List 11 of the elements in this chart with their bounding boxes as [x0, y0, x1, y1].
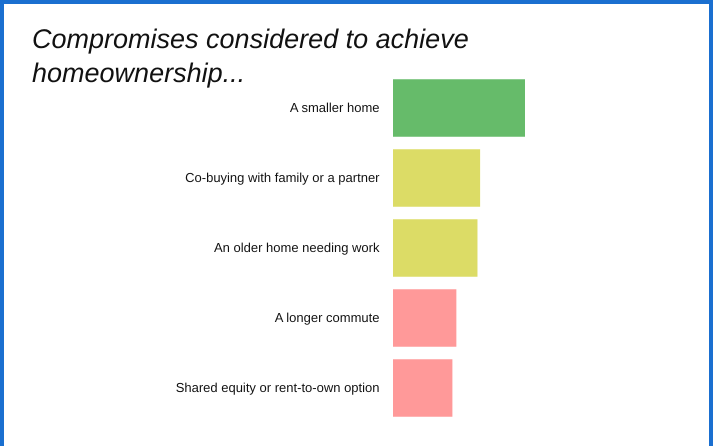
bar: [393, 289, 456, 347]
bar: [393, 219, 478, 277]
bar: [393, 149, 480, 207]
chart-title: Compromises considered to achieve homeownership...: [32, 23, 470, 90]
y-tick-label: Shared equity or rent-to-own option: [176, 380, 380, 395]
y-tick-label: A longer commute: [274, 310, 380, 325]
y-tick-label: A smaller home: [290, 100, 380, 115]
bar: [393, 79, 525, 137]
y-tick-label: Co-buying with family or a partner: [185, 170, 380, 185]
y-tick-label: An older home needing work: [214, 240, 380, 255]
bar: [393, 359, 452, 417]
